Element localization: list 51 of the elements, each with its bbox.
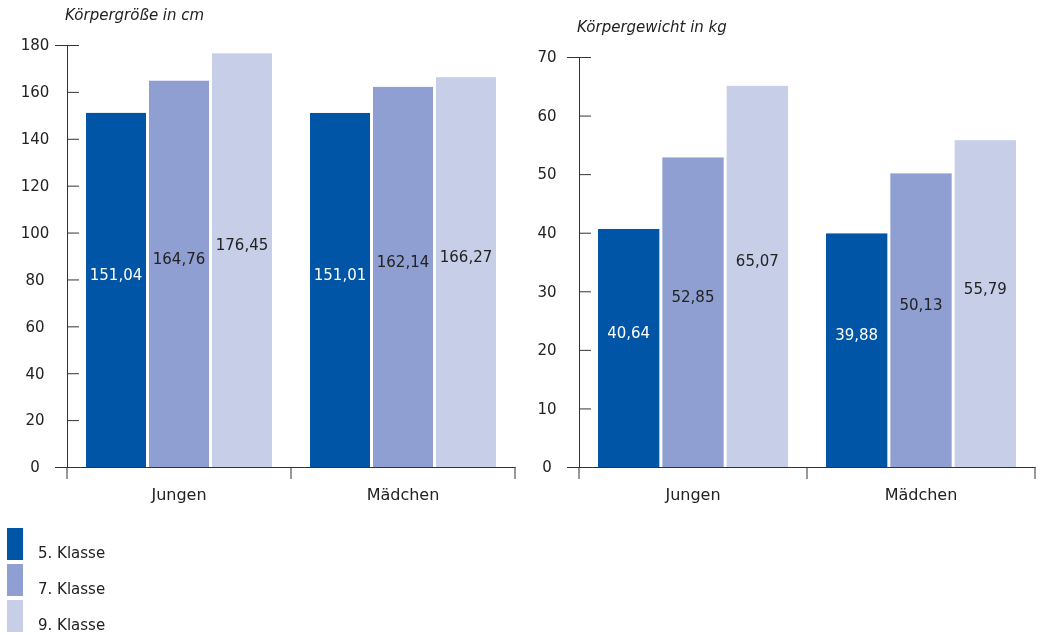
y-tick-label: 20 — [537, 341, 557, 360]
y-tick-label: 70 — [537, 48, 557, 67]
x-tick-label: Mädchen — [884, 485, 958, 505]
y-tick-label: 0 — [542, 458, 552, 477]
y-tick-label: 0 — [30, 458, 40, 477]
y-tick-label: 40 — [25, 364, 45, 383]
y-tick-label: 40 — [537, 224, 557, 243]
y-tick-label: 30 — [537, 282, 557, 301]
bar — [662, 157, 724, 467]
legend-label: 7. Klasse — [38, 580, 106, 598]
bar — [598, 228, 660, 467]
y-tick-label: 20 — [25, 411, 45, 430]
bar — [149, 80, 209, 467]
bar — [212, 53, 272, 467]
x-tick-label: Mädchen — [366, 485, 440, 505]
data-label: 50,13 — [899, 296, 943, 315]
bar — [826, 233, 888, 467]
bar — [890, 173, 952, 467]
data-label: 162,14 — [376, 252, 430, 271]
bar — [436, 77, 496, 467]
legend-label: 5. Klasse — [38, 544, 106, 562]
y-tick-label: 180 — [20, 36, 50, 55]
y-tick-label: 160 — [20, 83, 50, 102]
bar — [86, 112, 146, 467]
data-label: 65,07 — [735, 252, 779, 271]
data-label: 164,76 — [152, 249, 206, 268]
y-tick-label: 10 — [537, 399, 557, 418]
data-label: 55,79 — [963, 279, 1007, 298]
data-label: 39,88 — [835, 326, 879, 345]
y-tick-label: 50 — [537, 165, 557, 184]
x-tick-label: Jungen — [664, 485, 721, 505]
x-tick-label: Jungen — [150, 485, 207, 505]
data-label: 166,27 — [439, 248, 493, 267]
y-tick-label: 100 — [20, 223, 50, 242]
legend-label: 9. Klasse — [38, 616, 106, 634]
data-label: 176,45 — [215, 236, 269, 255]
y-tick-label: 140 — [20, 130, 50, 149]
data-label: 52,85 — [671, 288, 715, 307]
y-tick-label: 120 — [20, 176, 50, 195]
bar — [373, 86, 433, 467]
y-tick-label: 80 — [25, 270, 45, 289]
y-tick-label: 60 — [537, 106, 557, 125]
y-tick-label: 60 — [25, 317, 45, 336]
y-axis-title: Körpergewicht in kg — [577, 18, 727, 36]
bar — [310, 112, 370, 467]
y-axis-title: Körpergröße in cm — [65, 6, 205, 24]
bar — [954, 140, 1016, 467]
data-label: 151,04 — [89, 265, 143, 284]
bar — [726, 85, 788, 467]
data-label: 151,01 — [313, 265, 367, 284]
data-label: 40,64 — [607, 323, 651, 342]
